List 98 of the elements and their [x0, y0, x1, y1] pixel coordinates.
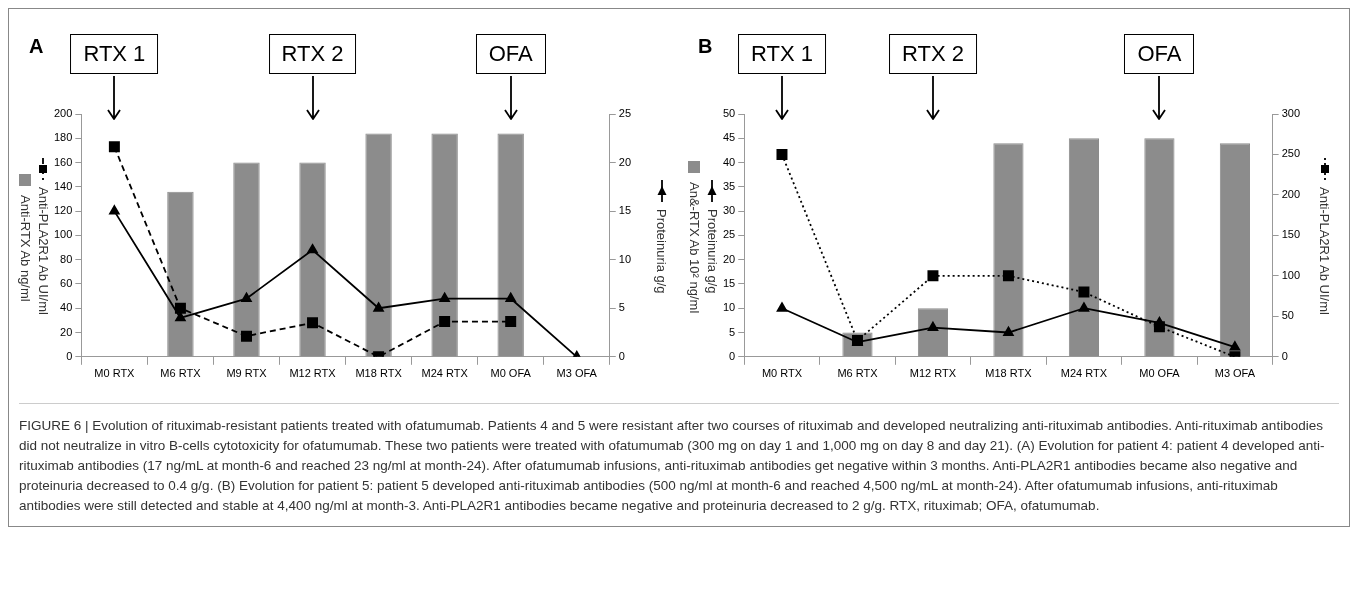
y-tick-label: 20 — [60, 325, 73, 338]
legend-label: Anti-PLA2R1 Ab UI/ml — [1317, 186, 1333, 315]
y-tick-label: 25 — [722, 228, 736, 241]
bar — [993, 143, 1024, 357]
point — [373, 302, 384, 312]
chart-title: B — [698, 35, 713, 58]
bar — [1219, 143, 1250, 357]
y-tick-label: 0 — [729, 349, 736, 362]
x-tick-label: M18 RTX — [355, 367, 403, 380]
y-tick-label: 35 — [722, 179, 736, 192]
bar — [299, 162, 326, 357]
x-tick-label: M18 RTX — [985, 367, 1033, 380]
point — [109, 205, 120, 215]
x-tick-label: M6 RTX — [837, 367, 879, 380]
y-tick-label: 180 — [53, 131, 73, 144]
y-tick-label: 60 — [60, 276, 73, 289]
y2-tick-label: 20 — [618, 155, 632, 168]
y-tick-label: 0 — [66, 349, 73, 362]
y2-tick-label: 250 — [1281, 147, 1301, 160]
y2-tick-label: 50 — [1281, 309, 1294, 322]
y-tick-label: 80 — [60, 252, 73, 265]
annotation: OFA — [475, 34, 546, 74]
point — [175, 312, 186, 322]
point — [1078, 302, 1090, 312]
legend-label: Anti-RTX Ab ng/ml — [17, 194, 33, 302]
point — [776, 148, 788, 160]
bar — [233, 162, 260, 357]
bar — [1144, 138, 1175, 357]
y2-tick-label: 15 — [618, 204, 632, 217]
y2-tick-label: 0 — [618, 349, 625, 362]
y-tick-label: 140 — [53, 179, 73, 192]
y2-tick-label: 300 — [1281, 107, 1301, 120]
annotation: OFA — [1124, 34, 1195, 74]
y2-tick-label: 100 — [1281, 268, 1301, 281]
point — [1002, 270, 1014, 282]
y-tick-label: 120 — [53, 204, 73, 217]
x-tick-label: M6 RTX — [160, 367, 202, 380]
x-tick-label: M24 RTX — [421, 367, 469, 380]
x-tick-label: M3 OFA — [556, 367, 598, 380]
bar — [365, 133, 392, 357]
annotation: RTX 2 — [888, 34, 977, 74]
point — [439, 316, 451, 328]
chart-title: A — [29, 35, 44, 58]
point — [505, 292, 516, 302]
point — [307, 317, 319, 329]
annotation: RTX 2 — [268, 34, 357, 74]
annotation: RTX 1 — [70, 34, 159, 74]
y-tick-label: 200 — [53, 107, 73, 120]
y-tick-label: 30 — [722, 204, 736, 217]
point — [1078, 286, 1090, 298]
x-tick-label: M9 RTX — [226, 367, 268, 380]
y-tick-label: 15 — [722, 276, 736, 289]
point — [1003, 326, 1014, 336]
caption: FIGURE 6 | Evolution of rituximab-resistant patients treated with ofatumumab. Patients 4 and 5 were resistant after two courses of rituximab and developed neutralizing anti-rituximab antibodies. Anti-rituximab antibodies did not neutralize in vitro B-cells cytotoxicity for ofatumumab. These two patients were treated with ofatumumab (300 mg on day 1 and 1,000 mg on day 8 and day 21). (A) Evolution for patient 4: patient 4 developed anti-rituximab antibodies (17 ng/mL at month-6 and reached 23 ng/ml at month-24). After ofatumumab infusions, anti-rituximab antibodies get negative within 3 months. Anti-PLA2R1 antibodies became also negative and proteinuria decreased to 0.4 g/g. (B) Evolution for patient 5: patient 5 developed anti-rituximab antibodies (500 ng/ml at month-6 and reached 4,500 ng/mL at month-24). After ofatumumab infusions, anti-rituximab antibodies were still detected and stable at 4,400 ng/ml at month-3. Anti-PLA2R1 antibodies became negative and proteinuria decreased to 2 g/g. RTX, rituximab; OFA, ofatumumab. — [19, 417, 1326, 515]
y-tick-label: 50 — [722, 107, 736, 120]
x-tick-label: M0 RTX — [761, 367, 803, 380]
point — [776, 302, 788, 312]
point — [240, 330, 252, 342]
y2-tick-label: 150 — [1281, 228, 1301, 241]
bar — [167, 191, 194, 357]
y2-tick-label: 10 — [618, 252, 632, 265]
bar — [431, 133, 458, 357]
bar — [497, 133, 524, 357]
point — [505, 316, 517, 328]
point — [439, 292, 450, 302]
legend-label: An&-RTX Ab 10² ng/ml — [686, 182, 702, 314]
x-tick-label: M12 RTX — [909, 367, 957, 380]
point — [927, 270, 939, 282]
y2-tick-label: 5 — [618, 301, 625, 314]
y2-tick-label: 25 — [618, 107, 632, 120]
x-tick-label: M0 OFA — [1139, 367, 1181, 380]
y2-tick-label: 0 — [1281, 349, 1288, 362]
x-tick-label: M3 OFA — [1214, 367, 1256, 380]
bar — [1068, 138, 1100, 357]
y-tick-label: 10 — [722, 301, 736, 314]
point — [241, 292, 252, 302]
annotation: RTX 1 — [737, 34, 826, 74]
y-tick-label: 160 — [53, 155, 73, 168]
legend-label: Proteinuria g/g — [704, 208, 720, 294]
x-tick-label: M24 RTX — [1060, 367, 1108, 380]
point — [174, 302, 186, 314]
y-tick-label: 20 — [722, 252, 736, 265]
point — [307, 244, 318, 254]
point — [108, 141, 120, 153]
x-tick-label: M12 RTX — [289, 367, 337, 380]
point — [1229, 341, 1241, 351]
y-tick-label: 100 — [53, 228, 73, 241]
legend-label: Proteinuria g/g — [654, 208, 670, 294]
legend-label: Anti-PLA2R1 Ab UI/ml — [35, 186, 51, 315]
x-tick-label: M0 OFA — [490, 367, 532, 380]
y2-tick-label: 200 — [1281, 187, 1301, 200]
bar — [917, 308, 949, 357]
x-tick-label: M0 RTX — [94, 367, 136, 380]
y-tick-label: 5 — [729, 325, 736, 338]
y-tick-label: 40 — [60, 301, 73, 314]
y-tick-label: 40 — [722, 155, 736, 168]
y-tick-label: 45 — [722, 131, 736, 144]
point — [1154, 316, 1165, 327]
